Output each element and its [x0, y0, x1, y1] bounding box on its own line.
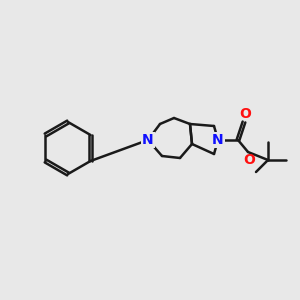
Text: N: N — [212, 133, 224, 147]
Text: O: O — [239, 107, 251, 121]
Text: N: N — [142, 133, 154, 147]
Text: O: O — [243, 153, 255, 167]
